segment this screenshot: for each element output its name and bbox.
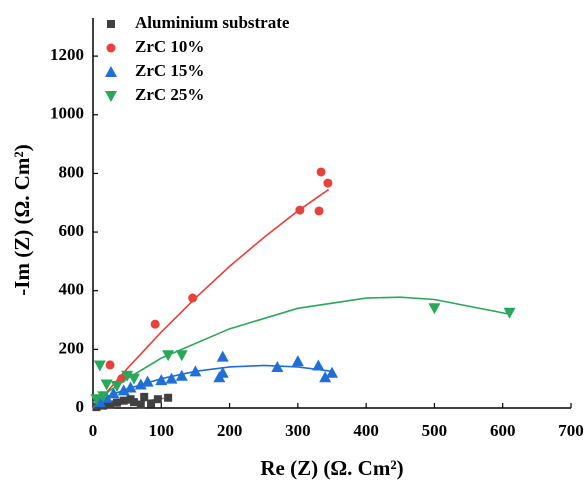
- marker: [189, 365, 202, 377]
- marker: [121, 370, 134, 382]
- x-tick-label: 100: [149, 421, 175, 440]
- x-tick-label: 400: [353, 421, 379, 440]
- x-tick-label: 600: [490, 421, 516, 440]
- marker: [93, 360, 106, 372]
- x-axis-title: Re (Z) (Ω. Cm²): [260, 456, 403, 480]
- marker: [175, 350, 188, 362]
- marker: [127, 373, 140, 385]
- marker: [323, 178, 333, 188]
- legend-marker: [106, 43, 116, 53]
- marker: [153, 395, 162, 404]
- marker: [107, 387, 120, 399]
- marker: [112, 398, 121, 407]
- marker: [162, 350, 175, 362]
- marker: [319, 371, 332, 383]
- x-tick-label: 200: [217, 421, 243, 440]
- marker: [155, 374, 168, 386]
- y-axis-title: -Im (Z) (Ω. Cm²): [10, 144, 34, 295]
- fit-line: [92, 296, 510, 403]
- legend-marker: [105, 91, 117, 102]
- marker: [312, 359, 325, 371]
- marker: [164, 393, 173, 402]
- marker: [97, 391, 110, 403]
- marker: [106, 400, 115, 409]
- y-tick-label: 600: [59, 221, 85, 240]
- legend-text: ZrC 25%: [135, 85, 204, 104]
- marker: [295, 205, 305, 215]
- marker: [117, 384, 130, 396]
- marker: [175, 369, 188, 381]
- marker: [124, 381, 137, 393]
- marker: [90, 394, 103, 406]
- y-tick-label: 1200: [50, 45, 84, 64]
- marker: [216, 350, 229, 362]
- legend-text: ZrC 10%: [135, 37, 204, 56]
- marker: [428, 303, 441, 315]
- marker: [150, 319, 160, 329]
- marker: [136, 400, 145, 409]
- y-tick-label: 200: [59, 338, 85, 357]
- marker: [271, 360, 284, 372]
- y-tick-label: 800: [59, 162, 85, 181]
- y-tick-label: 400: [59, 280, 85, 299]
- marker: [134, 378, 147, 390]
- legend-text: ZrC 15%: [135, 61, 204, 80]
- marker: [147, 399, 156, 408]
- marker: [105, 360, 115, 370]
- marker: [314, 206, 324, 216]
- legend-text: Aluminium substrate: [135, 13, 290, 32]
- marker: [100, 379, 113, 391]
- marker: [119, 396, 128, 405]
- legend-marker: [107, 20, 115, 28]
- marker: [503, 307, 516, 319]
- marker: [326, 366, 338, 378]
- marker: [316, 167, 326, 177]
- marker: [140, 392, 149, 401]
- x-tick-label: 500: [422, 421, 448, 440]
- y-tick-label: 1000: [50, 104, 84, 123]
- marker: [110, 381, 123, 393]
- marker: [129, 398, 138, 407]
- marker: [291, 355, 304, 367]
- marker: [216, 366, 229, 378]
- x-tick-label: 300: [285, 421, 311, 440]
- marker: [141, 375, 154, 387]
- marker: [165, 372, 178, 384]
- y-tick-label: 0: [76, 397, 85, 416]
- legend-marker: [105, 66, 117, 77]
- marker: [188, 293, 198, 303]
- x-tick-label: 700: [558, 421, 584, 440]
- fit-line: [92, 188, 330, 409]
- x-tick-label: 0: [89, 421, 98, 440]
